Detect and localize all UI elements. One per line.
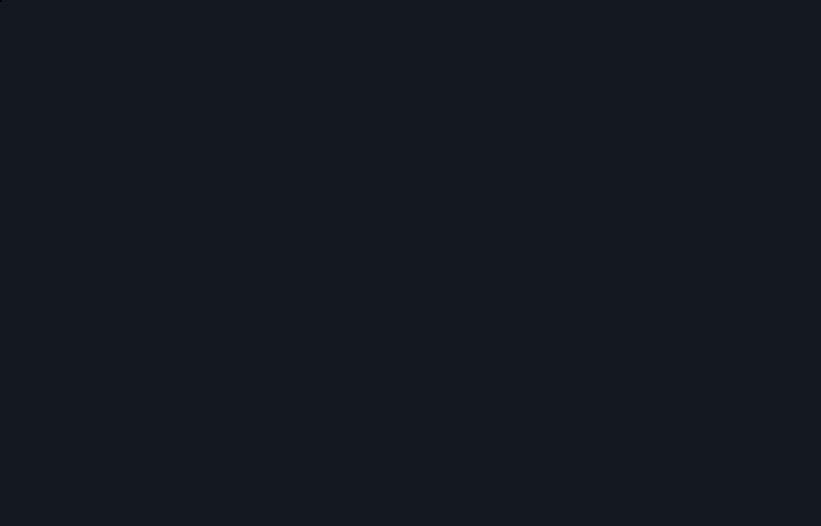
tooltip-card	[0, 0, 2, 2]
